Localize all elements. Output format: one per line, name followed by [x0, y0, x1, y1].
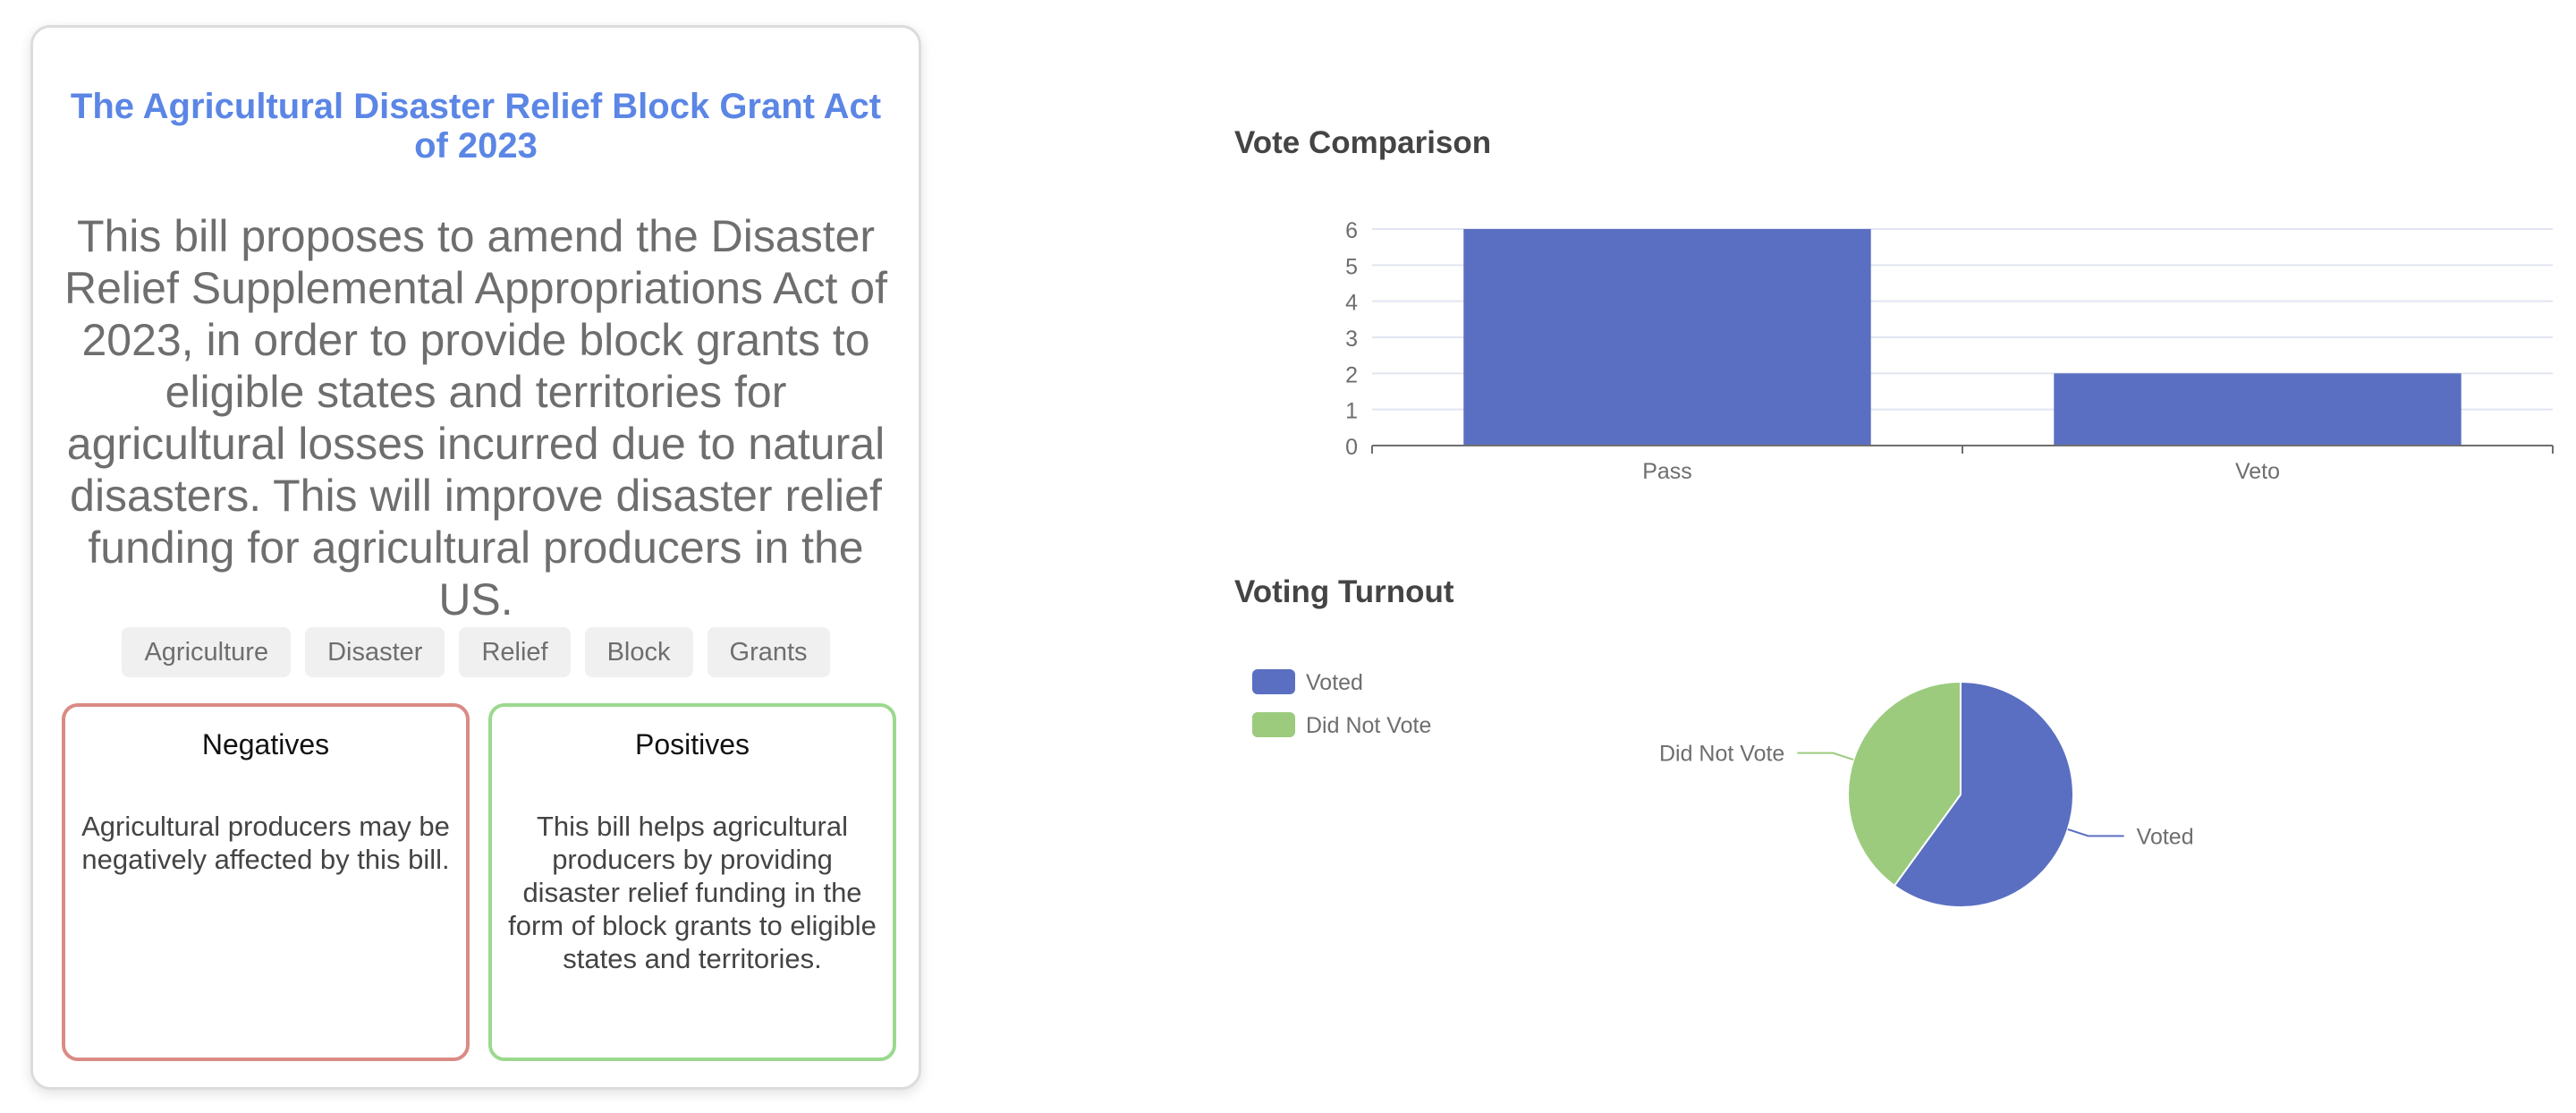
- pie-slice-voted[interactable]: [1893, 680, 2074, 908]
- legend-swatch-did-not-vote[interactable]: [1252, 712, 1295, 737]
- tag-agriculture[interactable]: Agriculture: [122, 627, 292, 677]
- negatives-text: Agricultural producers may be negatively…: [81, 811, 450, 875]
- legend-label: Did Not Vote: [1306, 713, 1431, 738]
- legend-label: Voted: [1306, 670, 1363, 695]
- y-tick-label: 2: [1345, 362, 1358, 387]
- bill-card: The Agricultural Disaster Relief Block G…: [30, 25, 921, 1090]
- y-tick-label: 6: [1345, 218, 1358, 243]
- positives-box: Positives This bill helps agricultural p…: [488, 703, 896, 1061]
- x-tick-label: Veto: [2235, 459, 2280, 484]
- pie-label-line: [1797, 752, 1854, 761]
- pie-label: Voted: [2137, 824, 2194, 849]
- bar-pass[interactable]: [1463, 229, 1871, 446]
- y-tick-label: 5: [1345, 254, 1358, 279]
- bar-veto[interactable]: [2054, 373, 2462, 446]
- tag-disaster[interactable]: Disaster: [305, 627, 445, 677]
- pie-label-line: [2067, 828, 2124, 837]
- y-tick-label: 1: [1345, 399, 1358, 424]
- pie-label: Did Not Vote: [1659, 742, 1784, 767]
- legend-swatch-voted[interactable]: [1252, 669, 1295, 694]
- voting-turnout-title: Voting Turnout: [1234, 574, 1454, 609]
- tag-list: Agriculture Disaster Relief Block Grants: [33, 627, 919, 677]
- tag-grants[interactable]: Grants: [707, 627, 830, 677]
- negatives-box: Negatives Agricultural producers may be …: [62, 703, 470, 1061]
- tag-block[interactable]: Block: [584, 627, 693, 677]
- y-tick-label: 4: [1345, 291, 1358, 316]
- tag-relief[interactable]: Relief: [459, 627, 571, 677]
- x-tick-label: Pass: [1642, 459, 1692, 484]
- negatives-heading: Negatives: [201, 728, 330, 760]
- positives-heading: Positives: [634, 728, 750, 760]
- pie-slice-did-not-vote[interactable]: [1847, 680, 1962, 888]
- vote-comparison-title: Vote Comparison: [1234, 125, 1492, 160]
- bill-title: The Agricultural Disaster Relief Block G…: [70, 87, 882, 166]
- positives-text: This bill helps agricultural producers b…: [508, 811, 877, 974]
- y-tick-label: 3: [1345, 327, 1358, 352]
- y-tick-label: 0: [1345, 435, 1358, 460]
- bill-description: This bill proposes to amend the Disaster…: [64, 211, 887, 624]
